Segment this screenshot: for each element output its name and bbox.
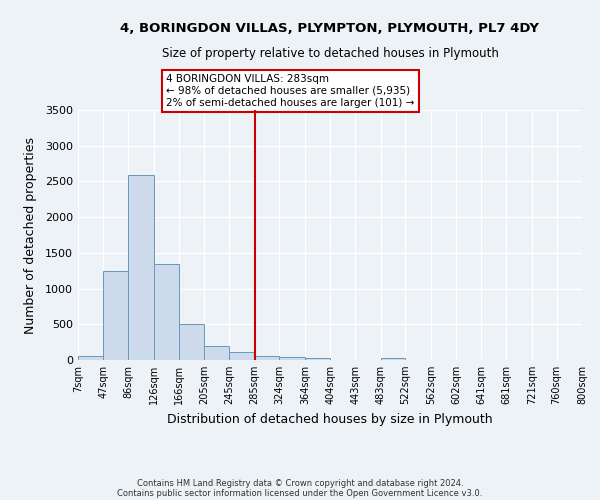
Bar — [154, 264, 179, 360]
X-axis label: Distribution of detached houses by size in Plymouth: Distribution of detached houses by size … — [167, 412, 493, 426]
Bar — [103, 272, 128, 360]
Bar — [254, 356, 280, 360]
Title: Size of property relative to detached houses in Plymouth: Size of property relative to detached ho… — [161, 47, 499, 60]
Text: 4 BORINGDON VILLAS: 283sqm
← 98% of detached houses are smaller (5,935)
2% of se: 4 BORINGDON VILLAS: 283sqm ← 98% of deta… — [166, 74, 415, 108]
Bar — [78, 356, 103, 360]
Bar — [204, 346, 229, 360]
Text: 4, BORINGDON VILLAS, PLYMPTON, PLYMOUTH, PL7 4DY: 4, BORINGDON VILLAS, PLYMPTON, PLYMOUTH,… — [121, 22, 539, 36]
Text: Contains HM Land Registry data © Crown copyright and database right 2024.: Contains HM Land Registry data © Crown c… — [137, 478, 463, 488]
Bar — [229, 352, 254, 360]
Bar — [380, 358, 406, 360]
Bar — [280, 357, 305, 360]
Bar — [179, 324, 204, 360]
Text: Contains public sector information licensed under the Open Government Licence v3: Contains public sector information licen… — [118, 488, 482, 498]
Y-axis label: Number of detached properties: Number of detached properties — [23, 136, 37, 334]
Bar — [128, 175, 154, 360]
Bar — [305, 358, 331, 360]
